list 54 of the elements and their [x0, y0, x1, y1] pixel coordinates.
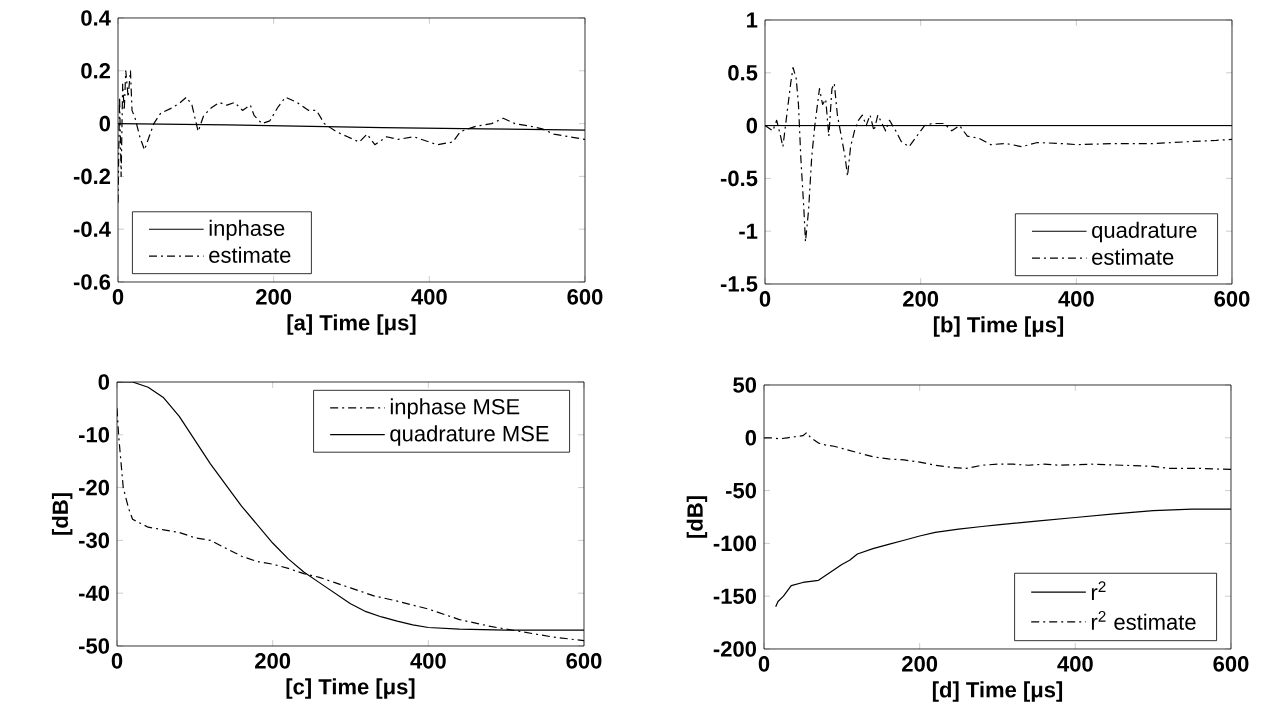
- y-tick-label: 0: [745, 430, 757, 446]
- y-tick-label: 0.2: [81, 63, 111, 79]
- x-tick-label: 200: [902, 656, 938, 672]
- legend-label: quadrature MSE: [390, 425, 549, 446]
- y-tick-label: -150: [713, 588, 757, 604]
- y-tick-label: -100: [713, 535, 757, 552]
- x-axis-title: [d] Time [μs]: [932, 681, 1063, 702]
- y-tick-label: -1.5: [720, 276, 758, 292]
- y-tick-label: -200: [713, 641, 757, 657]
- y-tick-label: -50: [78, 638, 110, 654]
- y-tick-label: -0.6: [73, 274, 111, 290]
- y-tick-label: 1: [747, 12, 758, 28]
- legend-label: estimate: [209, 246, 291, 263]
- y-tick-label: -1: [739, 223, 758, 239]
- x-tick-label: 400: [410, 653, 446, 669]
- y-tick-label: 0: [746, 117, 758, 134]
- y-axis-title: [dB]: [686, 496, 708, 538]
- x-tick-label: 600: [1214, 291, 1250, 307]
- x-axis-title: [a] Time [μs]: [287, 314, 416, 335]
- legend-label: inphase: [209, 219, 285, 241]
- x-tick-label: 600: [566, 653, 602, 669]
- y-tick-label: -50: [725, 482, 757, 499]
- x-tick-label: 0: [758, 656, 770, 672]
- x-tick-label: 400: [1058, 291, 1094, 307]
- y-tick-label: 0: [98, 374, 110, 390]
- x-tick-label: 200: [903, 291, 939, 307]
- x-tick-label: 200: [256, 289, 292, 305]
- x-tick-label: 0: [112, 289, 124, 305]
- y-tick-label: 0.5: [728, 65, 758, 81]
- y-tick-label: 50: [733, 377, 757, 393]
- y-tick-label: 0.4: [81, 10, 111, 26]
- legend-label: quadrature: [1092, 221, 1197, 243]
- y-tick-label: -30: [78, 532, 110, 549]
- x-axis-title: [c] Time [μs]: [286, 678, 415, 699]
- y-axis-title: [dB]: [51, 493, 73, 535]
- x-tick-label: 600: [567, 289, 603, 305]
- x-tick-label: 200: [255, 653, 291, 669]
- y-tick-label: -20: [78, 479, 110, 496]
- y-tick-label: -0.2: [73, 168, 111, 185]
- y-tick-label: -40: [78, 585, 110, 601]
- x-tick-label: 0: [111, 653, 123, 669]
- y-tick-label: -10: [78, 427, 110, 443]
- y-tick-label: 0: [99, 115, 111, 132]
- x-tick-label: 0: [759, 291, 771, 307]
- y-tick-label: -0.5: [720, 170, 758, 187]
- x-tick-label: 400: [411, 289, 447, 305]
- legend-label: inphase MSE: [390, 398, 520, 419]
- x-tick-label: 600: [1213, 656, 1249, 672]
- x-axis-title: [b] Time [μs]: [933, 316, 1064, 337]
- legend-label: r$^{2}$ estimate: [1091, 610, 1196, 630]
- y-tick-label: -0.4: [73, 221, 111, 237]
- x-tick-label: 400: [1057, 656, 1093, 672]
- legend-label: estimate: [1092, 248, 1174, 265]
- legend-label: r$^{2}$: [1091, 581, 1106, 600]
